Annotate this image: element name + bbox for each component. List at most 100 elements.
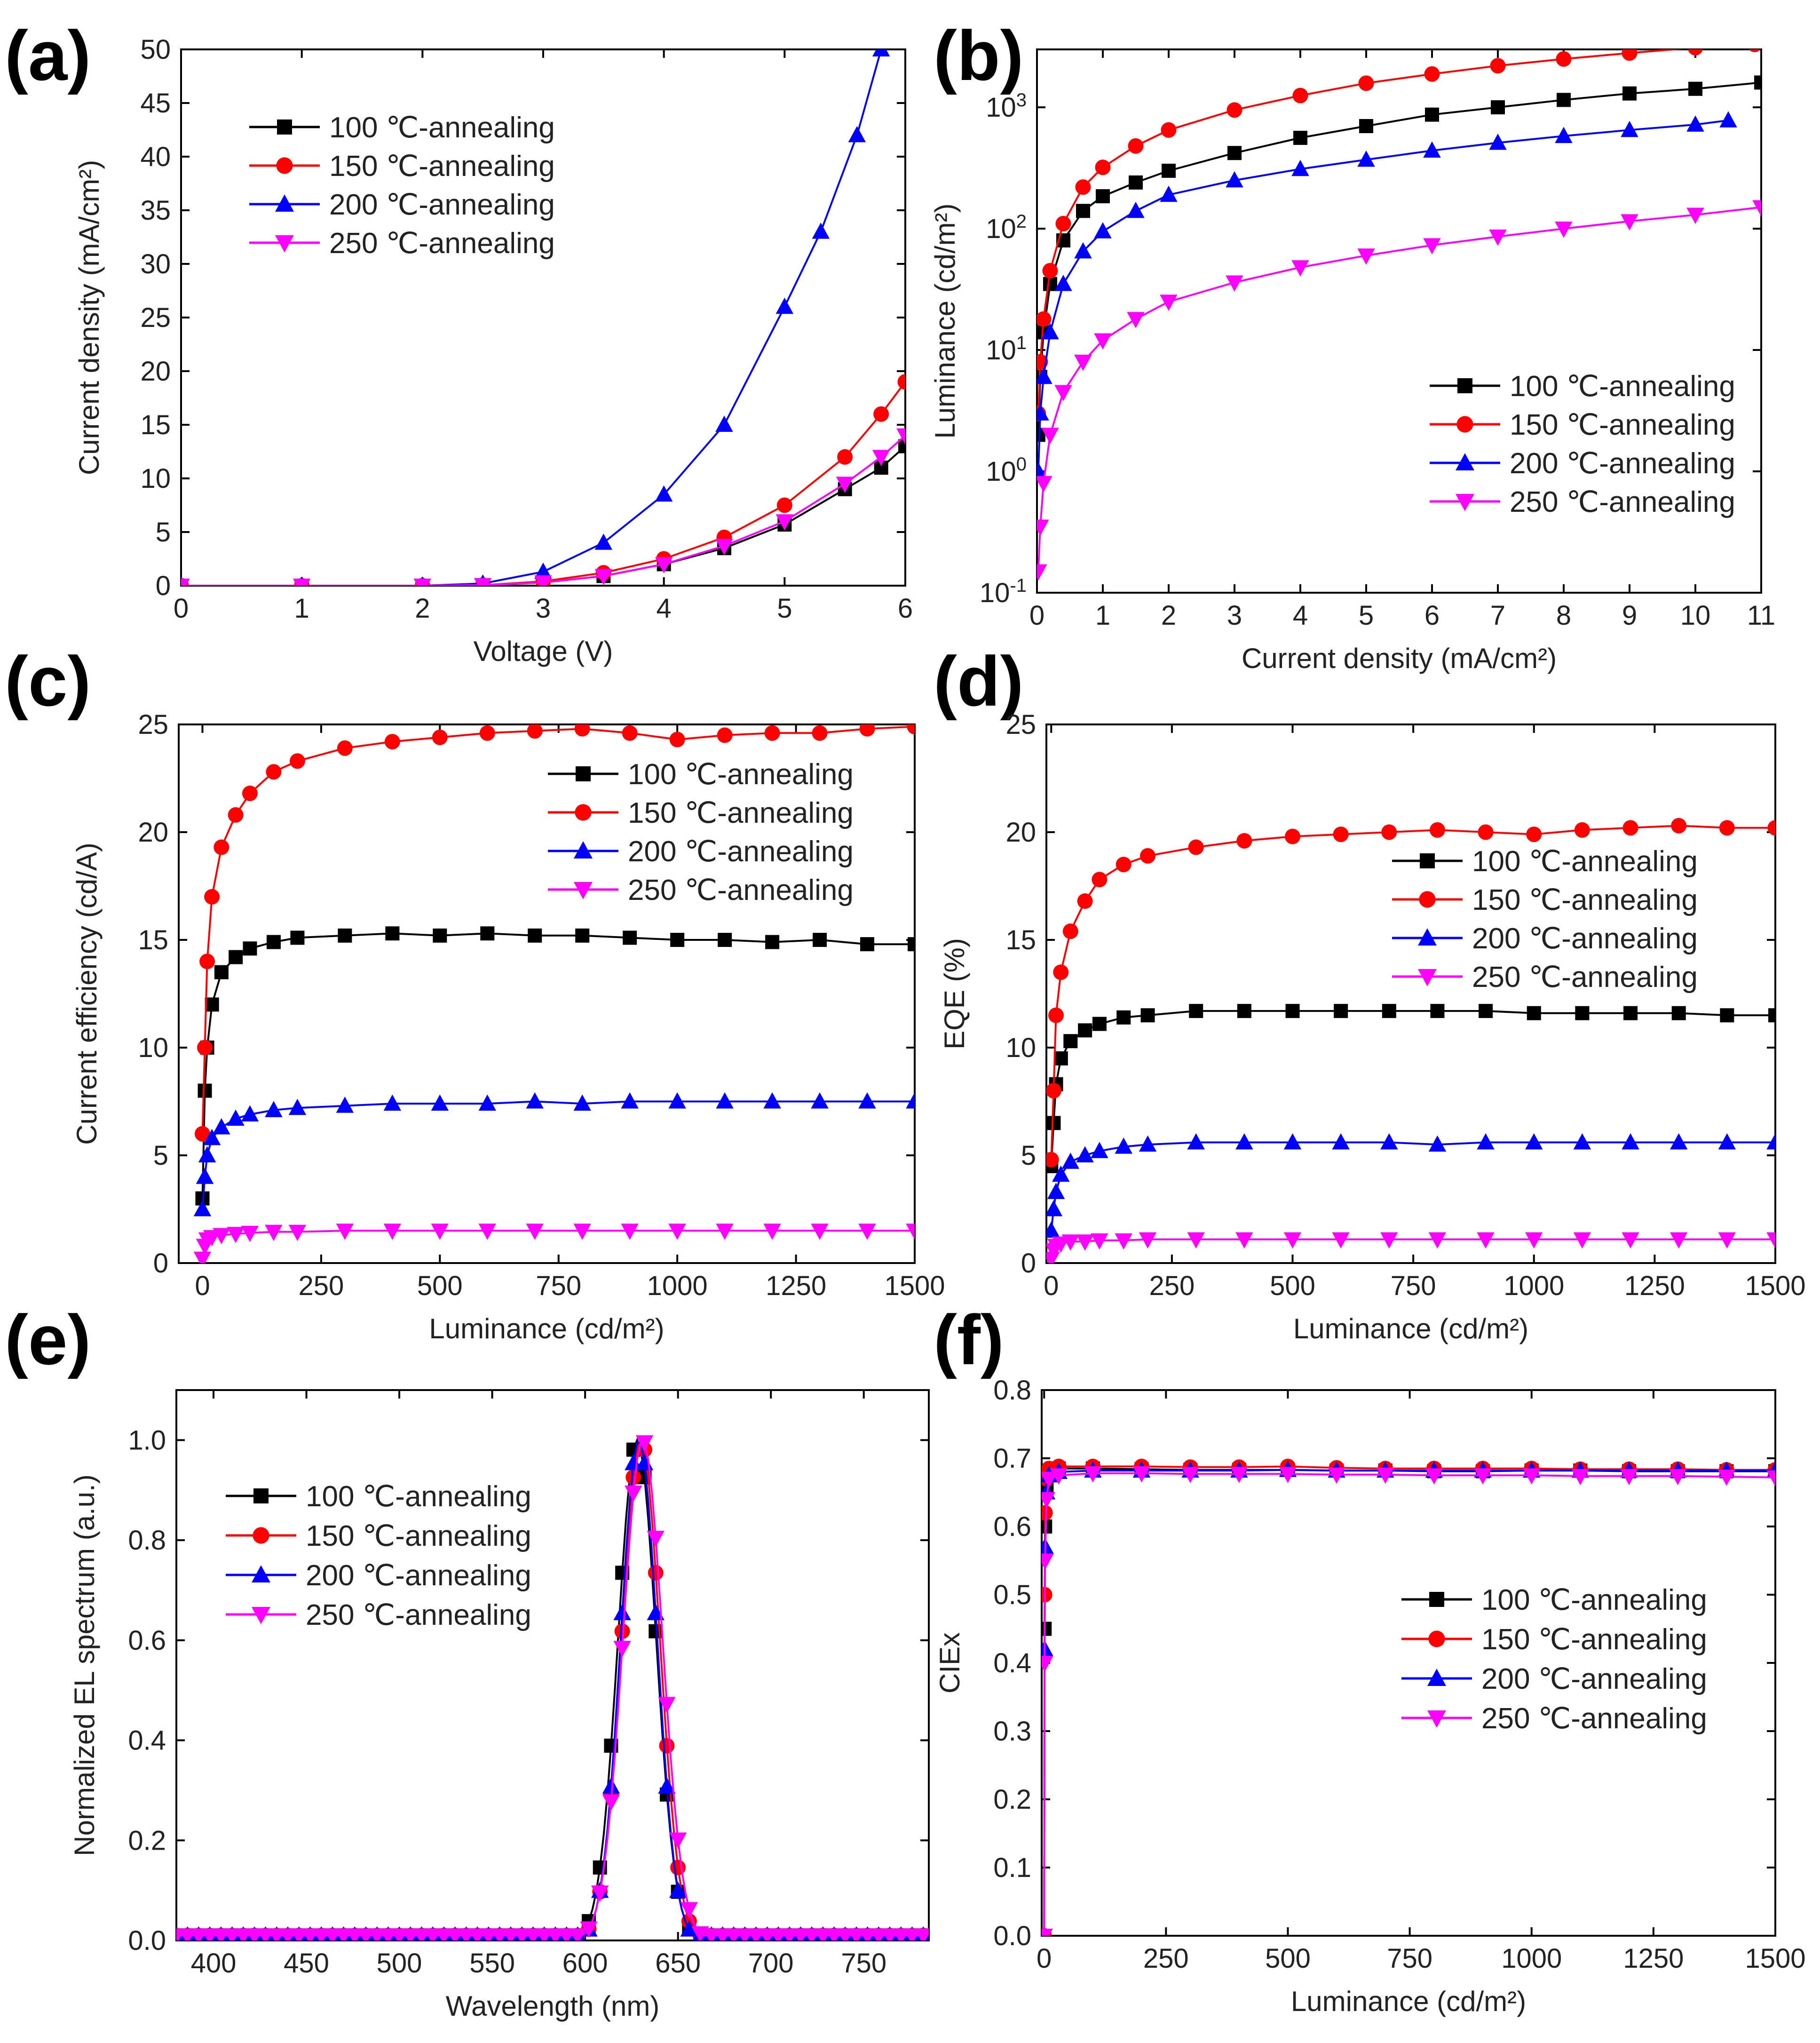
x-tick-label: 6 [1424,600,1440,631]
x-tick-label: 6 [898,593,913,624]
data-point [1620,1469,1638,1486]
data-point [1686,207,1704,224]
data-point [1491,100,1505,115]
data-point [647,1604,665,1621]
legend-label: 150 ℃-annealing [1510,409,1735,441]
data-point [1054,385,1072,402]
x-tick-label: 11 [1747,600,1775,631]
data-point [1037,367,1052,384]
chart-panel-2: (b) 0 1 2 3 4 5 6 7 8 9 10 11 10-1 100 101 102 103 Current… [929,16,1775,674]
data-point [1062,923,1078,939]
panel-label: (c) [5,642,91,721]
data-point [243,941,257,956]
legend-label: 150 ℃-annealing [1481,1623,1707,1656]
data-point [1054,275,1072,291]
data-point [574,724,590,737]
y-tick-label: 25 [138,709,168,740]
data-point [229,950,243,964]
legend-label: 200 ℃-annealing [628,835,854,868]
x-tick-label: 0 [1029,600,1045,631]
x-tick-label: 0 [1044,1271,1059,1301]
data-point [1048,1007,1064,1023]
data-point [213,1118,230,1135]
y-tick-label: 0 [1021,1248,1036,1279]
data-point [1279,1467,1297,1483]
data-point [1227,102,1242,118]
data-point [1091,1142,1108,1158]
data-point [197,1040,213,1056]
legend-marker [1456,494,1474,511]
x-tick-label: 0 [195,1271,210,1301]
legend-marker [575,804,592,821]
legend-marker [1419,891,1436,908]
data-point [1357,150,1375,167]
data-point [625,1454,642,1471]
plot-area [1046,818,1775,1263]
y-tick-label: 40 [140,142,171,172]
data-point [1474,1468,1492,1485]
x-tick-label: 550 [469,1948,515,1979]
data-point [658,1777,676,1794]
data-point [1359,119,1373,134]
data-point [293,579,311,586]
x-tick-label: 3 [1227,600,1242,631]
x-tick-label: 500 [417,1271,463,1301]
data-point [775,514,794,531]
y-tick-label: 0.2 [993,1784,1031,1815]
data-point [858,1092,876,1109]
legend-marker [275,235,294,253]
y-tick-label: 0 [153,1248,168,1279]
data-point [1490,58,1506,74]
data-point [1283,1133,1302,1150]
data-point [526,1224,544,1240]
legend-label: 150 ℃-annealing [628,797,854,829]
data-point [669,1882,687,1898]
data-point [594,569,613,585]
data-point [1557,93,1571,107]
x-tick-label: 750 [1387,1943,1432,1974]
data-point [1037,476,1052,493]
data-point [214,839,229,855]
data-point [1718,1232,1736,1249]
data-point [848,126,866,143]
data-point [1766,1470,1775,1487]
data-point [764,725,780,741]
data-point [1424,66,1440,82]
data-point [336,1224,354,1240]
legend-marker [1418,928,1437,946]
data-point [613,1604,631,1621]
data-point [265,1101,283,1117]
data-point [621,1224,639,1240]
data-point [1752,200,1761,217]
data-point [413,579,432,586]
x-tick-label: 10 [1680,600,1711,631]
x-tick-label: 2 [1161,600,1176,631]
data-point [715,539,733,556]
legend: 100 ℃-annealing 150 ℃-annealing 200 ℃-anne… [226,1480,531,1631]
legend-label: 200 ℃-annealing [306,1559,531,1592]
data-point [227,1227,245,1243]
data-point [193,1251,212,1263]
data-point [1127,201,1145,218]
x-tick-label: 4 [1293,600,1308,631]
data-point [1116,857,1132,873]
data-point [1237,1004,1251,1018]
y-tick-label: 102 [986,211,1027,244]
data-point [1357,248,1375,265]
legend-label: 100 ℃-annealing [306,1480,531,1513]
data-point [1189,1004,1203,1018]
y-tick-label: 0.8 [128,1525,166,1556]
data-point [1091,1233,1108,1250]
data-point [680,1902,698,1919]
legend-marker [574,882,593,899]
data-point [1555,127,1573,143]
data-point [1430,1004,1445,1018]
data-point [194,1126,210,1142]
data-point [659,1738,675,1754]
data-point [635,1435,654,1452]
y-tick-label: 101 [986,333,1027,366]
series-line-1 [1037,81,1761,435]
data-point [1042,1471,1058,1488]
data-point [384,734,400,750]
y-tick-label: 15 [138,925,168,955]
